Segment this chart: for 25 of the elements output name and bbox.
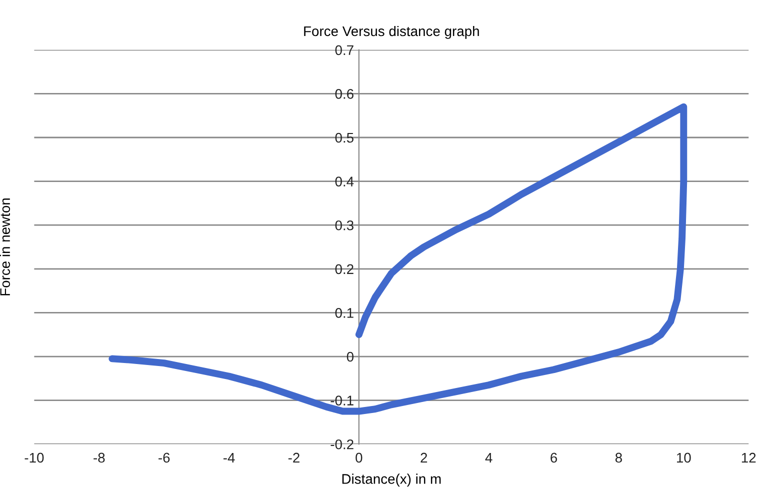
y-tick-label: 0 [346, 352, 354, 362]
x-tick-label: 0 [356, 452, 362, 463]
x-tick-label: -2 [288, 452, 300, 463]
x-axis-title: Distance(x) in m [342, 474, 441, 487]
y-tick-label: 0.2 [335, 264, 354, 274]
y-tick-label: 0.7 [335, 45, 354, 56]
x-tick-label: 4 [485, 452, 492, 463]
y-tick-label: -0.1 [330, 396, 354, 406]
chart-title: Force Versus distance graph [304, 26, 479, 39]
y-tick-label: 0.5 [335, 132, 354, 143]
x-tick-label: -10 [24, 452, 44, 463]
x-tick-label: 2 [420, 452, 428, 463]
y-axis-title: Force in newton [0, 198, 10, 296]
y-tick-label: 0.6 [335, 89, 354, 99]
y-tick-label: -0.2 [330, 439, 354, 450]
x-tick-label: 6 [550, 452, 558, 463]
y-tick-label: 0.1 [335, 308, 354, 318]
x-tick-label: 12 [742, 452, 756, 463]
y-tick-label: 0.4 [335, 176, 354, 186]
x-tick-label: -8 [94, 452, 105, 463]
x-tick-label: 8 [615, 452, 622, 463]
x-tick-label: -6 [158, 452, 170, 463]
x-tick-label: 10 [676, 452, 691, 463]
x-tick-label: -4 [223, 452, 235, 463]
y-tick-label: 0.3 [335, 220, 354, 230]
